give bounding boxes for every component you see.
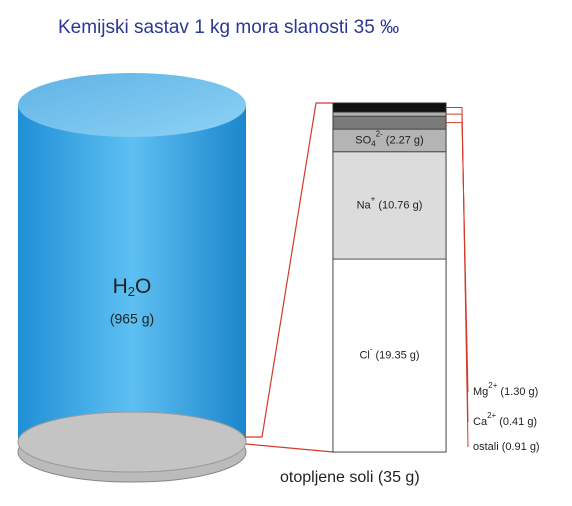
segment-label: Cl-(19.35 g) <box>359 345 419 362</box>
segment <box>332 151 447 260</box>
ion-name: SO <box>355 134 371 146</box>
segment-label: Na+(10.76 g) <box>357 195 423 212</box>
value-label: (0.91 g) <box>502 441 540 453</box>
segment <box>332 258 447 453</box>
total-label: otopljene soli (35 g) <box>280 469 420 486</box>
chart-title: Kemijski sastav 1 kg mora slanosti 35 ‰ <box>58 17 399 38</box>
ion-name: Cl <box>359 349 369 361</box>
ion-name: Na <box>357 199 372 211</box>
water-sub: 2 <box>128 284 135 299</box>
value-label: (0.41 g) <box>499 416 537 428</box>
connector <box>245 443 334 453</box>
segment-label: Ca2+(0.41 g) <box>473 411 537 428</box>
ion-charge: - <box>370 345 373 354</box>
ion-sub: 4 <box>371 140 376 149</box>
value-label: (2.27 g) <box>386 134 424 146</box>
segment-label: ostali (0.91 g) <box>473 441 540 453</box>
water-formula: H2O <box>113 275 152 300</box>
cylinder-body <box>18 105 246 442</box>
ion-charge: 2+ <box>488 381 497 390</box>
value-label: (19.35 g) <box>376 349 420 361</box>
water-name: H <box>113 275 128 298</box>
ion-name: ostali <box>473 441 499 453</box>
cylinder-top <box>18 73 246 137</box>
ion-charge: + <box>371 195 376 204</box>
segment <box>332 115 447 130</box>
water-cylinder <box>17 73 247 483</box>
water-value: (965 g) <box>110 311 154 327</box>
segment <box>332 111 447 117</box>
segment-label: SO42-(2.27 g) <box>355 130 423 149</box>
value-label: (10.76 g) <box>378 199 422 211</box>
ion-name: Ca <box>473 416 488 428</box>
ion-charge: 2- <box>376 130 383 139</box>
leader-line <box>446 107 469 448</box>
cylinder-bottom <box>17 411 247 473</box>
ion-name: Mg <box>473 386 488 398</box>
ion-charge: 2+ <box>487 411 496 420</box>
segment <box>332 102 447 113</box>
segment-label: Mg2+(1.30 g) <box>473 381 538 398</box>
value-label: (1.30 g) <box>500 386 538 398</box>
connector <box>246 102 333 438</box>
water-name-end: O <box>135 275 151 298</box>
